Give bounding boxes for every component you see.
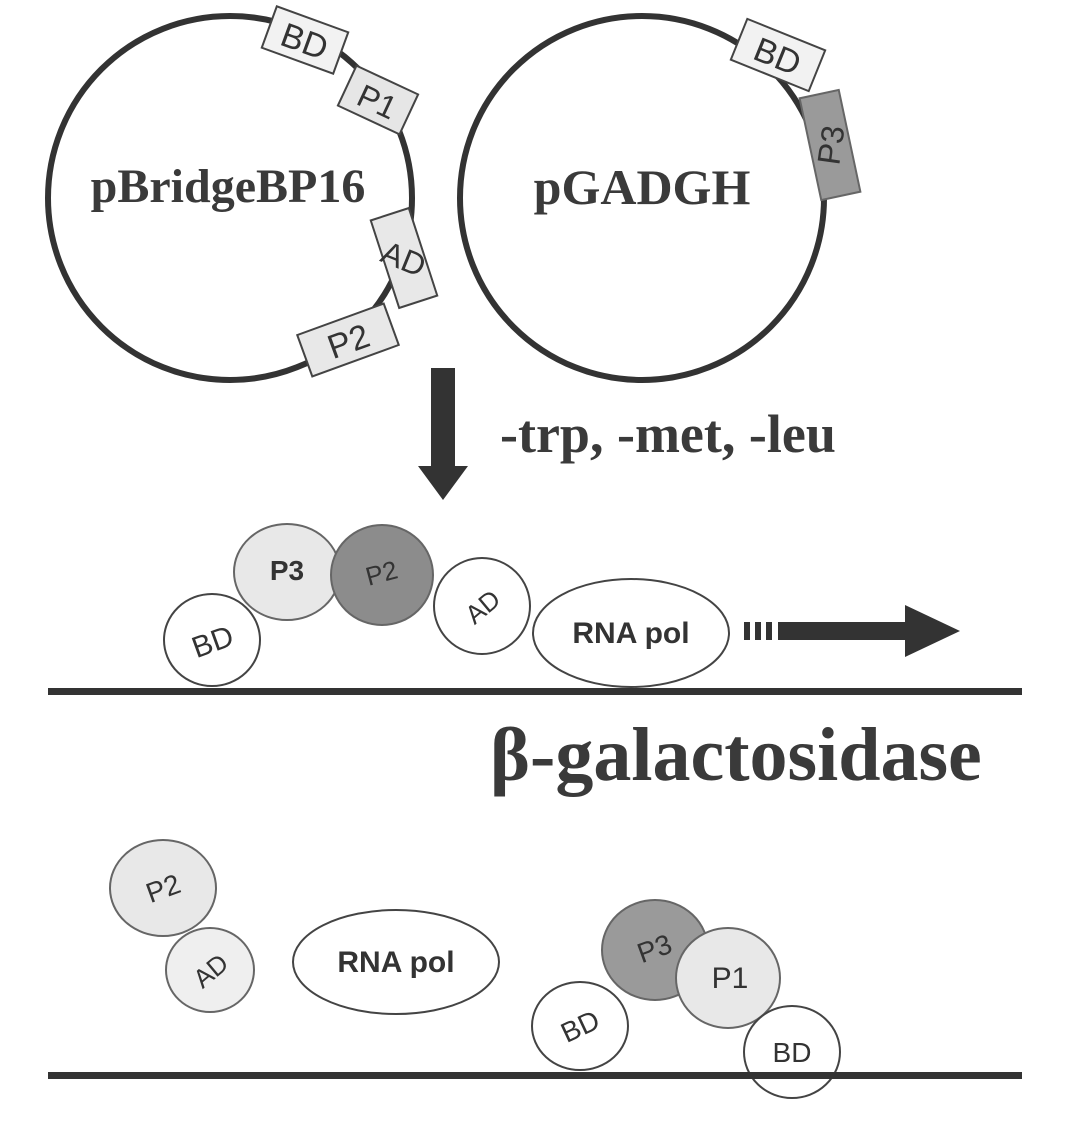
- svg-text:RNA pol: RNA pol: [572, 617, 689, 650]
- dna-line-top: [48, 688, 1022, 695]
- complex-bd: [163, 593, 261, 687]
- complex-rna-pol: [532, 578, 730, 688]
- bottom-bd-1: [531, 981, 629, 1071]
- reporter-label: β-galactosidase: [490, 713, 982, 797]
- dna-line-bottom: [48, 1072, 1022, 1079]
- segment-ad: AD: [369, 206, 439, 310]
- segment-bd-left: BD: [260, 5, 350, 75]
- segment-p2: P2: [295, 302, 401, 378]
- bottom-bound-complex: P3 P1 BD BD: [531, 899, 841, 1099]
- svg-text:P1: P1: [712, 962, 749, 995]
- bottom-p2: [109, 839, 217, 937]
- svg-text:P3: P3: [270, 555, 304, 586]
- down-arrow: [418, 368, 468, 500]
- transcription-arrow: [744, 605, 960, 657]
- segment-p1: P1: [336, 64, 420, 136]
- plasmid-right-name: pGADGH: [534, 159, 751, 215]
- svg-text:P3: P3: [810, 123, 851, 167]
- complex-p2: [330, 524, 434, 626]
- bottom-ad: [165, 927, 255, 1013]
- svg-text:BD: BD: [773, 1037, 812, 1068]
- bottom-p1: [675, 927, 781, 1029]
- complex-top: BD P3 P2 AD RNA pol: [163, 523, 960, 688]
- complex-ad: [433, 557, 531, 655]
- selection-condition: -trp, -met, -leu: [500, 404, 836, 464]
- plasmid-left-name: pBridgeBP16: [91, 160, 366, 213]
- segment-p3: P3: [798, 88, 862, 202]
- svg-text:RNA pol: RNA pol: [337, 946, 454, 979]
- bottom-free-components: P2 AD RNA pol: [109, 839, 500, 1015]
- plasmid-right: pGADGH BD P3: [457, 13, 862, 383]
- bottom-rna-pol: [292, 909, 500, 1015]
- plasmid-left: pBridgeBP16 BD P1 AD P2: [45, 5, 439, 383]
- plasmid-left-ring: [45, 13, 415, 383]
